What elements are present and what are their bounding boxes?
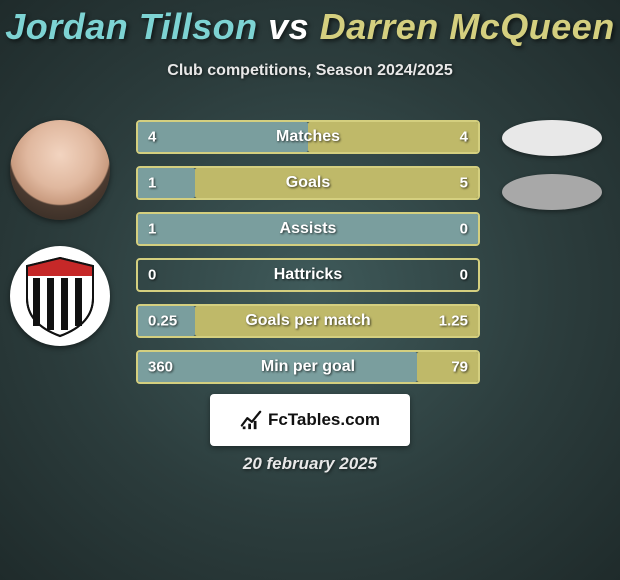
player2-club-badge	[10, 246, 110, 346]
stat-label: Min per goal	[138, 358, 478, 376]
stat-row: Hattricks0 0	[136, 258, 480, 292]
watermark-text: FcTables.com	[268, 410, 380, 430]
stat-row: Assists1 0	[136, 212, 480, 246]
stat-value-left: 0.25	[148, 313, 177, 330]
player1-avatar	[10, 120, 110, 220]
stat-row: Goals per match0.25 1.25	[136, 304, 480, 338]
stat-value-left: 1	[148, 175, 156, 192]
stat-label: Matches	[138, 128, 478, 146]
stat-value-left: 360	[148, 359, 173, 376]
player1-name: Jordan Tillson	[5, 6, 257, 47]
stat-label: Goals	[138, 174, 478, 192]
comparison-title: Jordan Tillson vs Darren McQueen	[0, 0, 620, 48]
player2-oval	[502, 174, 602, 210]
stat-row: Min per goal360 79	[136, 350, 480, 384]
stat-row: Goals1 5	[136, 166, 480, 200]
vs-text: vs	[268, 6, 309, 47]
club-badge-icon	[21, 254, 99, 338]
date-text: 20 february 2025	[0, 454, 620, 474]
stat-value-right: 1.25	[439, 313, 468, 330]
stat-value-right: 79	[451, 359, 468, 376]
stat-label: Assists	[138, 220, 478, 238]
stat-row: Matches4 4	[136, 120, 480, 154]
stat-label: Hattricks	[138, 266, 478, 284]
player2-name: Darren McQueen	[320, 6, 615, 47]
stat-value-left: 4	[148, 129, 156, 146]
stat-value-right: 5	[460, 175, 468, 192]
stat-label: Goals per match	[138, 312, 478, 330]
avatar-column	[10, 120, 110, 372]
stat-value-left: 0	[148, 267, 156, 284]
player1-oval	[502, 120, 602, 156]
stat-value-right: 0	[460, 267, 468, 284]
subtitle: Club competitions, Season 2024/2025	[0, 62, 620, 80]
stat-value-right: 4	[460, 129, 468, 146]
chart-icon	[240, 409, 262, 431]
stat-value-right: 0	[460, 221, 468, 238]
stats-chart: Matches44Goals15Assists10Hattricks00Goal…	[136, 120, 480, 396]
watermark: FcTables.com	[210, 394, 410, 446]
stat-value-left: 1	[148, 221, 156, 238]
oval-column	[502, 120, 602, 228]
